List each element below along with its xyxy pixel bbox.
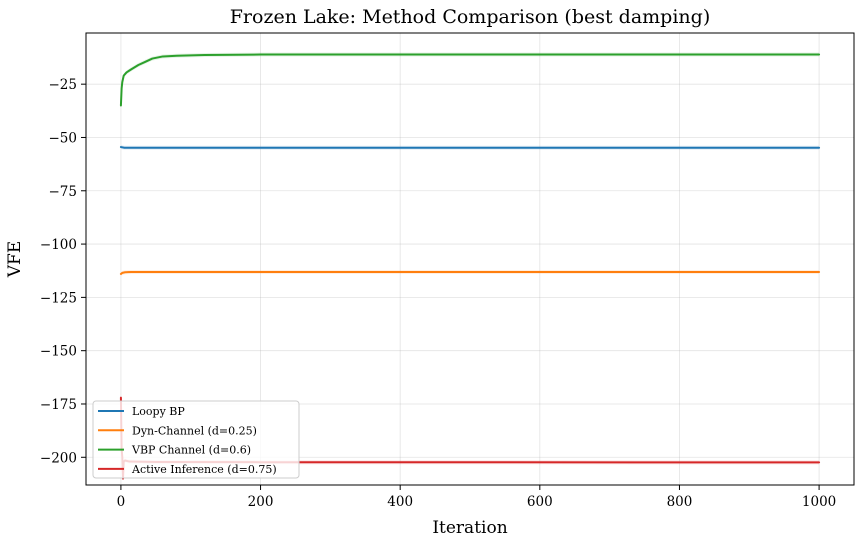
x-tick-label: 800 [667, 494, 693, 510]
legend-entry: Loopy BP [132, 405, 185, 418]
x-tick-label: 1000 [802, 494, 836, 510]
legend-entry: VBP Channel (d=0.6) [131, 444, 251, 457]
y-tick-label: −50 [49, 130, 78, 146]
x-tick-label: 600 [527, 494, 553, 510]
x-tick-label: 200 [248, 494, 274, 510]
y-tick-label: −25 [49, 77, 78, 93]
legend: Loopy BP Dyn-Channel (d=0.25) VBP Channel … [92, 400, 300, 479]
x-tick-label: 0 [117, 494, 126, 510]
series-line-1 [119, 146, 821, 149]
series-line-3 [119, 53, 821, 107]
axis-ticks: 0 200 400 600 800 1000 −25 −50 −75 −100 −125 −150 −1… [40, 77, 836, 510]
legend-box [92, 400, 300, 479]
y-tick-label: −150 [40, 344, 77, 360]
legend-entry: Active Inference (d=0.75) [131, 463, 277, 476]
x-axis-label: Iteration [432, 518, 507, 538]
y-tick-label: −75 [49, 184, 78, 200]
series-band [120, 395, 820, 481]
plot-frame [85, 32, 855, 486]
series-line-2 [119, 271, 821, 275]
y-tick-label: −200 [40, 450, 77, 466]
chart-title: Frozen Lake: Method Comparison (best dam… [230, 6, 711, 28]
y-tick-label: −100 [40, 237, 77, 253]
grid [86, 33, 854, 485]
x-tick-label: 400 [387, 494, 413, 510]
y-axis-label: VFE [5, 241, 25, 278]
legend-entry: Dyn-Channel (d=0.25) [132, 424, 257, 437]
y-tick-label: −175 [40, 397, 77, 413]
y-tick-label: −125 [40, 290, 77, 306]
